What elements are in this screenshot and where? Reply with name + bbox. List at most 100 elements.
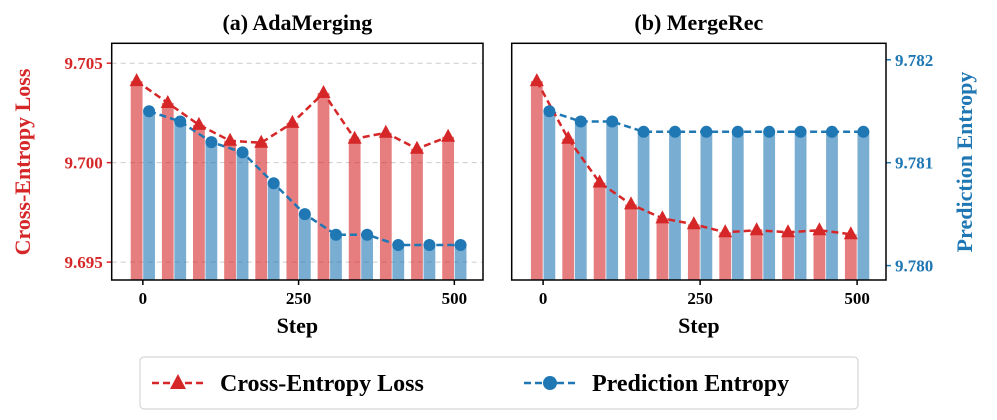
bar-loss <box>530 81 543 280</box>
bar-entropy <box>857 131 870 280</box>
bar-entropy <box>174 121 187 280</box>
bar-entropy <box>826 131 838 280</box>
bar-entropy <box>205 142 218 280</box>
point-loss <box>223 132 238 146</box>
point-entropy <box>668 125 681 138</box>
bar-entropy <box>330 234 342 280</box>
point-entropy <box>267 177 280 190</box>
point-loss <box>749 222 764 236</box>
bar-entropy <box>543 111 556 280</box>
legend-label-entropy: Prediction Entropy <box>592 371 789 397</box>
point-loss <box>624 196 639 210</box>
bar-loss <box>625 204 637 280</box>
point-entropy <box>637 125 650 138</box>
bar-entropy <box>392 245 405 280</box>
bar-entropy <box>637 131 650 280</box>
bar-entropy <box>763 131 776 280</box>
point-entropy <box>606 115 619 128</box>
bar-entropy <box>669 131 681 280</box>
point-entropy <box>236 146 249 159</box>
bar-entropy <box>700 131 713 280</box>
x-axis-label: Step <box>277 313 319 338</box>
bar-loss <box>193 124 205 280</box>
point-loss <box>592 174 607 188</box>
bar-entropy <box>731 131 744 280</box>
point-entropy <box>143 105 156 118</box>
point-entropy <box>329 228 342 241</box>
point-loss <box>316 85 331 99</box>
bar-loss <box>379 132 392 280</box>
bar-entropy <box>794 131 807 280</box>
point-loss <box>781 224 796 238</box>
point-loss <box>129 73 144 87</box>
y2-tick-label: 9.782 <box>895 51 933 70</box>
bar-loss <box>687 224 700 280</box>
point-loss <box>347 130 362 144</box>
point-loss <box>409 140 424 154</box>
bar-loss <box>782 232 794 280</box>
bar-entropy <box>143 111 155 280</box>
y-tick-label: 9.705 <box>64 54 102 73</box>
bar-loss <box>813 230 826 280</box>
x-tick-label: 0 <box>539 289 548 308</box>
bar-loss <box>255 142 268 280</box>
point-loss <box>843 226 858 240</box>
bar-loss <box>562 138 575 280</box>
point-entropy <box>574 115 587 128</box>
point-entropy <box>700 125 713 138</box>
bar-entropy <box>574 121 587 280</box>
point-entropy <box>423 239 436 252</box>
y2-tick-label: 9.780 <box>895 257 933 276</box>
legend-label-loss: Cross-Entropy Loss <box>220 371 424 397</box>
point-entropy <box>205 136 218 149</box>
plot-frame <box>510 42 887 281</box>
bar-loss <box>286 122 299 280</box>
legend-circle-icon <box>543 376 557 390</box>
bar-loss <box>593 182 606 280</box>
point-loss <box>686 216 701 230</box>
point-loss <box>378 124 393 138</box>
y-tick-label: 9.695 <box>64 253 102 272</box>
bar-loss <box>348 138 361 280</box>
point-loss <box>441 128 456 142</box>
point-entropy <box>454 239 467 252</box>
point-loss <box>254 134 269 148</box>
point-entropy <box>794 125 807 138</box>
x-axis-label: Step <box>678 313 720 338</box>
bar-entropy <box>606 121 619 280</box>
point-loss <box>561 130 576 144</box>
point-loss <box>529 73 544 87</box>
x-tick-label: 0 <box>139 289 148 308</box>
bar-loss <box>130 81 143 280</box>
point-entropy <box>731 125 744 138</box>
x-tick-label: 250 <box>687 289 713 308</box>
bar-entropy <box>454 245 467 280</box>
point-entropy <box>298 208 311 221</box>
bar-loss <box>224 140 236 280</box>
x-tick-label: 500 <box>442 289 468 308</box>
bar-loss <box>656 218 669 280</box>
x-tick-label: 500 <box>844 289 870 308</box>
panel-title: (a) AdaMerging <box>222 10 372 35</box>
bar-entropy <box>298 214 311 280</box>
y-axis-label-left: Cross-Entropy Loss <box>10 68 35 255</box>
point-entropy <box>543 105 556 118</box>
bar-loss <box>844 234 857 280</box>
point-loss <box>191 116 206 130</box>
panel-1: 9.695 9.700 9.705 0 250 500 Step (a) AdaMerging <box>64 10 484 338</box>
bar-entropy <box>361 234 374 280</box>
plot-frame <box>110 42 484 281</box>
bar-entropy <box>423 245 436 280</box>
point-entropy <box>825 125 838 138</box>
point-entropy <box>392 239 405 252</box>
y-tick-label: 9.700 <box>64 154 102 173</box>
x-tick-label: 250 <box>286 289 312 308</box>
y2-tick-label: 9.781 <box>895 154 933 173</box>
bar-entropy <box>236 152 249 280</box>
point-entropy <box>174 115 187 128</box>
point-entropy <box>361 228 374 241</box>
legend-triangle-icon <box>170 374 186 389</box>
point-entropy <box>857 125 870 138</box>
point-loss <box>812 222 827 236</box>
